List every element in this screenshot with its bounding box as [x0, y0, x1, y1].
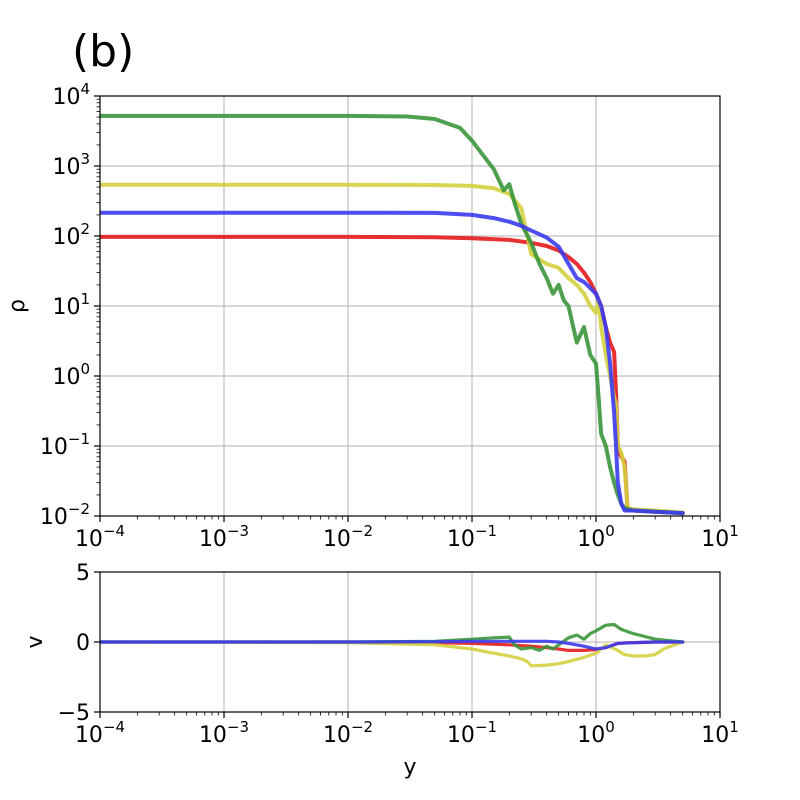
y-tick-label: −5 — [58, 701, 90, 726]
series-line-2 — [100, 113, 685, 516]
x-tick-label: 10−1 — [447, 522, 497, 552]
y-tick-label: 103 — [52, 150, 90, 180]
x-tick-label: 10−3 — [199, 718, 249, 748]
x-tick-label: 101 — [701, 718, 739, 748]
series-line-2 — [100, 622, 685, 653]
y-tick-label: 101 — [52, 290, 90, 320]
x-tick-label: 10−3 — [199, 522, 249, 552]
x-tick-label: 10−4 — [75, 522, 125, 552]
y-tick-label: 100 — [52, 360, 90, 390]
y-axis-label: v — [23, 635, 48, 648]
y-axis-label: ρ — [5, 299, 30, 313]
x-tick-label: 101 — [701, 522, 739, 552]
panel-label: (b) — [72, 26, 134, 77]
bottom-plot: 10−4 10−3 10−2 10−1 100 101 −5 0 5 v y — [23, 561, 739, 780]
x-tick-label: 10−2 — [323, 522, 373, 552]
x-tick-label: 10−2 — [323, 718, 373, 748]
series-line-3 — [100, 639, 685, 651]
x-tick-label: 100 — [577, 718, 615, 748]
y-tick-label: 102 — [52, 220, 90, 250]
x-axis-label: y — [403, 755, 416, 780]
x-tick-label: 100 — [577, 522, 615, 552]
series-line-3 — [100, 210, 685, 516]
series-line-1 — [100, 640, 685, 668]
y-tick-label: 10−1 — [40, 430, 90, 460]
top-plot: 10−4 10−3 10−2 10−1 100 101 10−2 10−1 100 101 102 1… — [5, 80, 739, 552]
y-tick-label: 104 — [52, 80, 90, 110]
x-tick-label: 10−4 — [75, 718, 125, 748]
y-tick-label: 10−2 — [40, 500, 90, 530]
y-tick-label: 0 — [76, 631, 90, 656]
series-line-1 — [100, 182, 685, 515]
y-tick-label: 5 — [76, 561, 90, 586]
x-tick-label: 10−1 — [447, 718, 497, 748]
